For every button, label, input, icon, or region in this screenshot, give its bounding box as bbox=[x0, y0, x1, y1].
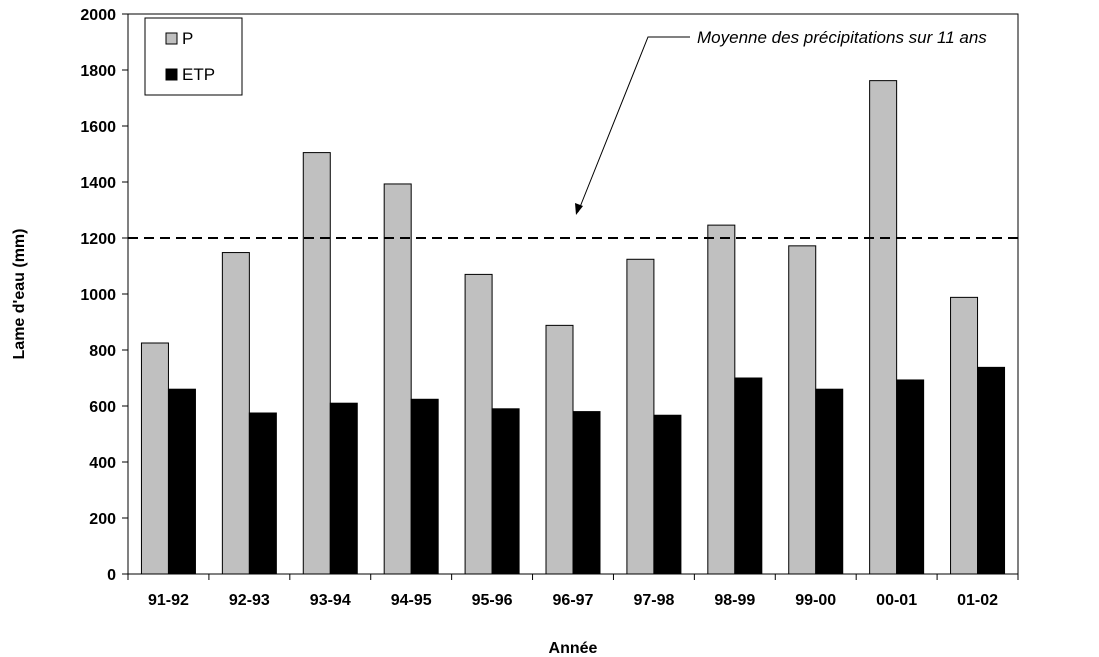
bar-etp-01-02 bbox=[977, 366, 1006, 575]
legend-swatch-etp bbox=[165, 68, 178, 81]
bar-p-98-99 bbox=[707, 224, 736, 575]
bar-p-95-96 bbox=[464, 273, 493, 575]
x-tick-label: 93-94 bbox=[310, 592, 351, 609]
annotation-arrowhead bbox=[575, 203, 583, 215]
x-tick-label: 99-00 bbox=[795, 592, 836, 609]
bar-etp-00-01 bbox=[896, 379, 925, 575]
bar-p-91-92 bbox=[140, 342, 169, 575]
bar-p-96-97 bbox=[545, 324, 574, 575]
bar-etp-93-94 bbox=[329, 402, 358, 575]
y-tick-label: 0 bbox=[107, 567, 116, 584]
legend-label-etp: ETP bbox=[182, 65, 215, 84]
x-tick-label: 00-01 bbox=[876, 592, 917, 609]
legend-box bbox=[144, 17, 243, 96]
bar-p-01-02 bbox=[950, 296, 979, 575]
legend-swatch-p bbox=[165, 32, 178, 45]
x-tick-label: 95-96 bbox=[472, 592, 513, 609]
legend-label-p: P bbox=[182, 29, 193, 48]
bar-p-99-00 bbox=[788, 245, 817, 575]
annotation-leader-line bbox=[577, 36, 690, 213]
y-tick-label: 800 bbox=[89, 343, 116, 360]
bar-etp-94-95 bbox=[410, 398, 439, 575]
y-tick-label: 600 bbox=[89, 399, 116, 416]
bar-etp-96-97 bbox=[572, 411, 601, 575]
x-tick-label: 97-98 bbox=[633, 592, 674, 609]
bar-etp-97-98 bbox=[653, 414, 682, 575]
y-axis-title: Lame d'eau (mm) bbox=[11, 229, 28, 360]
bar-etp-98-99 bbox=[734, 377, 763, 575]
bar-p-00-01 bbox=[869, 80, 898, 575]
y-tick-label: 1200 bbox=[80, 231, 116, 248]
bar-etp-95-96 bbox=[491, 408, 520, 575]
annotation: Moyenne des précipitations sur 11 ans bbox=[575, 28, 987, 215]
x-tick-label: 96-97 bbox=[553, 592, 594, 609]
bar-etp-91-92 bbox=[167, 388, 196, 575]
y-tick-label: 1600 bbox=[80, 119, 116, 136]
y-axis-ticks: 0 200 400 600 800 1000 1200 1400 1600 1800 2000 bbox=[80, 7, 128, 584]
x-tick-label: 91-92 bbox=[148, 592, 189, 609]
x-tick-label: 92-93 bbox=[229, 592, 270, 609]
legend: P ETP bbox=[144, 17, 243, 96]
x-tick-label: 98-99 bbox=[714, 592, 755, 609]
x-tick-label: 01-02 bbox=[957, 592, 998, 609]
y-tick-label: 2000 bbox=[80, 7, 116, 24]
plot-frame bbox=[127, 13, 1019, 575]
y-tick-label: 1400 bbox=[80, 175, 116, 192]
bars bbox=[140, 80, 1006, 575]
bar-p-94-95 bbox=[383, 183, 412, 575]
y-tick-label: 200 bbox=[89, 511, 116, 528]
y-tick-label: 1800 bbox=[80, 63, 116, 80]
annotation-label: Moyenne des précipitations sur 11 ans bbox=[697, 28, 987, 47]
x-axis-title: Année bbox=[549, 640, 598, 657]
x-axis-ticks: 91-92 92-93 93-94 94-95 95-96 96-97 97-98 98-99… bbox=[127, 574, 1019, 609]
bar-etp-92-93 bbox=[248, 412, 277, 575]
bar-p-93-94 bbox=[302, 152, 331, 575]
y-tick-label: 400 bbox=[89, 455, 116, 472]
bar-p-92-93 bbox=[221, 252, 250, 575]
bar-etp-99-00 bbox=[815, 388, 844, 575]
y-tick-label: 1000 bbox=[80, 287, 116, 304]
x-tick-label: 94-95 bbox=[391, 592, 432, 609]
bar-p-97-98 bbox=[626, 258, 655, 575]
